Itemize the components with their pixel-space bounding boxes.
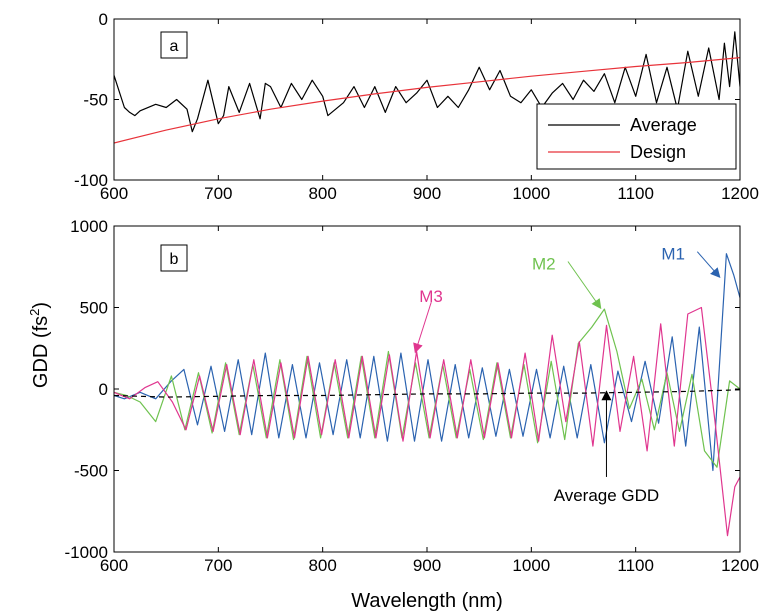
panel-b-annotations: M1 M2 M3 Average GDD	[413, 245, 721, 505]
x-tick-label: 600	[100, 556, 128, 575]
panel-b: 600 700 800 900 1000 1100 1200 1000 500 0 -500 -100…	[27, 217, 759, 612]
series-line-m3	[114, 306, 740, 537]
x-tick-label: 800	[308, 184, 336, 203]
panel-b-tag: b	[170, 251, 179, 268]
y-tick-label: 500	[80, 299, 108, 318]
x-tick-label: 1200	[721, 184, 759, 203]
panel-a-ticks: 600 700 800 900 1000 1100 1200 0 -50 -100	[74, 10, 759, 203]
y-tick-label: -1000	[65, 543, 108, 562]
panel-b-series-layer	[114, 253, 740, 537]
x-tick-label: 900	[413, 556, 441, 575]
panel-a-tag-box: a	[160, 31, 188, 59]
series-line-m1	[114, 253, 740, 472]
panel-b-ticks: 600 700 800 900 1000 1100 1200 1000 500 0 -500 -100…	[65, 217, 759, 575]
annotation-arrow-m1	[696, 251, 721, 279]
x-tick-label: 700	[204, 556, 232, 575]
x-tick-label: 900	[413, 184, 441, 203]
legend-entry-average: Average	[630, 115, 697, 135]
y-tick-label: 0	[99, 10, 108, 29]
y-axis-title-sup: 2	[27, 309, 42, 316]
x-tick-label: 1100	[617, 556, 654, 575]
panel-b-tag-box: b	[160, 244, 188, 272]
legend-box	[536, 103, 737, 170]
y-tick-label: 1000	[70, 217, 108, 236]
panel-a-tag: a	[170, 38, 179, 55]
annotation-label-m3: M3	[419, 287, 443, 306]
y-tick-label: -500	[74, 462, 108, 481]
panel-a: 600 700 800 900 1000 1100 1200 0 -50 -100 a Avera…	[74, 10, 759, 203]
legend: Average Design	[536, 103, 737, 170]
annotation-arrow-m3	[413, 301, 432, 354]
series-line-design	[114, 57, 740, 144]
y-tick-label: 0	[99, 380, 108, 399]
y-axis-title-base: GDD (fs	[30, 316, 52, 388]
x-tick-label: 1000	[512, 556, 550, 575]
annotation-arrow-m2	[567, 261, 602, 310]
series-line-average	[114, 31, 740, 133]
y-tick-label: -50	[83, 91, 108, 110]
annotation-label-m2: M2	[532, 254, 556, 273]
y-axis-title-tail: )	[30, 302, 52, 309]
y-axis-title: GDD (fs2)	[27, 302, 52, 388]
x-tick-label: 1200	[721, 556, 759, 575]
annotation-label-average-gdd: Average GDD	[554, 486, 660, 505]
x-tick-label: 700	[204, 184, 232, 203]
x-tick-label: 1100	[617, 184, 654, 203]
y-tick-label: -100	[74, 171, 108, 190]
x-tick-label: 800	[308, 556, 336, 575]
annotation-label-m1: M1	[661, 245, 685, 264]
x-axis-title: Wavelength (nm)	[351, 590, 503, 612]
legend-entry-design: Design	[630, 142, 686, 162]
panel-a-series-layer	[114, 31, 740, 144]
x-tick-label: 600	[100, 184, 128, 203]
x-tick-label: 1000	[512, 184, 550, 203]
